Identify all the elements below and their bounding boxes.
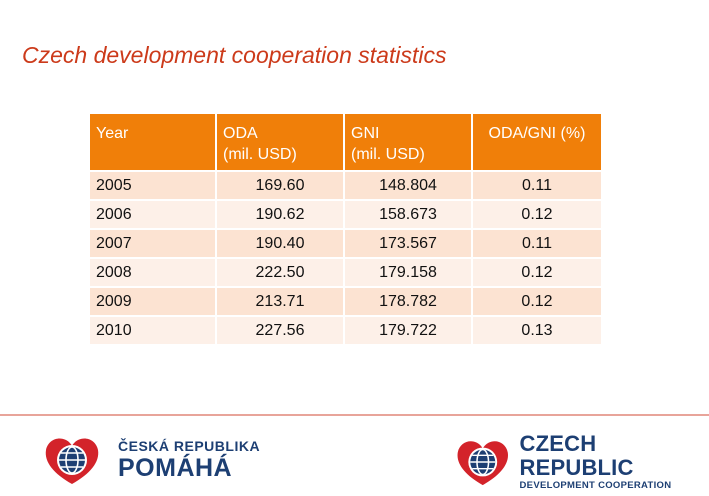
footer-divider [0,414,709,416]
header-year-label: Year [96,125,129,142]
cell-oda: 169.60 [217,170,345,199]
header-gni: GNI (mil. USD) [345,114,473,170]
table-row: 2005 169.60 148.804 0.11 [90,170,601,199]
cell-gni: 178.782 [345,286,473,315]
ceska-republika-pomaha-logo: ČESKÁ REPUBLIKA POMÁHÁ [40,432,260,488]
cell-oda: 227.56 [217,315,345,344]
cell-ratio: 0.12 [473,286,601,315]
table-row: 2007 190.40 173.567 0.11 [90,228,601,257]
page-title: Czech development cooperation statistics [22,42,447,68]
cell-oda: 213.71 [217,286,345,315]
table-row: 2010 227.56 179.722 0.13 [90,315,601,344]
table-row: 2008 222.50 179.158 0.12 [90,257,601,286]
header-ratio-label: ODA/GNI (%) [488,125,586,142]
cell-ratio: 0.12 [473,257,601,286]
header-oda: ODA (mil. USD) [217,114,345,170]
cell-year: 2010 [90,315,217,344]
cell-year: 2008 [90,257,217,286]
logo-left-text: ČESKÁ REPUBLIKA POMÁHÁ [118,438,260,482]
header-oda-line2: (mil. USD) [223,146,297,163]
cell-gni: 179.158 [345,257,473,286]
statistics-table: Year ODA (mil. USD) GNI (mil. USD) ODA/G… [90,114,601,344]
cell-year: 2005 [90,170,217,199]
cell-oda: 222.50 [217,257,345,286]
logo-left-line1: ČESKÁ REPUBLIKA [118,438,261,454]
table-row: 2006 190.62 158.673 0.12 [90,199,601,228]
cell-ratio: 0.12 [473,199,601,228]
table-header-row: Year ODA (mil. USD) GNI (mil. USD) ODA/G… [90,114,601,170]
globe-heart-emblem-icon [457,441,508,486]
cell-gni: 173.567 [345,228,473,257]
cell-year: 2009 [90,286,217,315]
header-oda-line1: ODA [223,125,258,142]
cell-year: 2006 [90,199,217,228]
table-row: 2009 213.71 178.782 0.12 [90,286,601,315]
logo-right-line1: CZECH REPUBLIC [519,431,634,480]
header-gni-line2: (mil. USD) [351,146,425,163]
cell-gni: 158.673 [345,199,473,228]
cell-ratio: 0.11 [473,228,601,257]
czech-republic-development-cooperation-logo: CZECH REPUBLIC DEVELOPMENT COOPERATION [452,432,709,492]
header-year: Year [90,114,217,170]
cell-ratio: 0.11 [473,170,601,199]
cell-oda: 190.62 [217,199,345,228]
header-gni-line1: GNI [351,125,380,142]
cell-gni: 148.804 [345,170,473,199]
header-ratio: ODA/GNI (%) [473,114,601,170]
cell-oda: 190.40 [217,228,345,257]
logo-left-line2: POMÁHÁ [118,454,233,482]
globe-heart-emblem-icon [45,438,99,484]
cell-ratio: 0.13 [473,315,601,344]
logo-right-text: CZECH REPUBLIC DEVELOPMENT COOPERATION [520,432,709,492]
logo-right-line2: DEVELOPMENT COOPERATION [519,480,672,491]
cell-year: 2007 [90,228,217,257]
cell-gni: 179.722 [345,315,473,344]
